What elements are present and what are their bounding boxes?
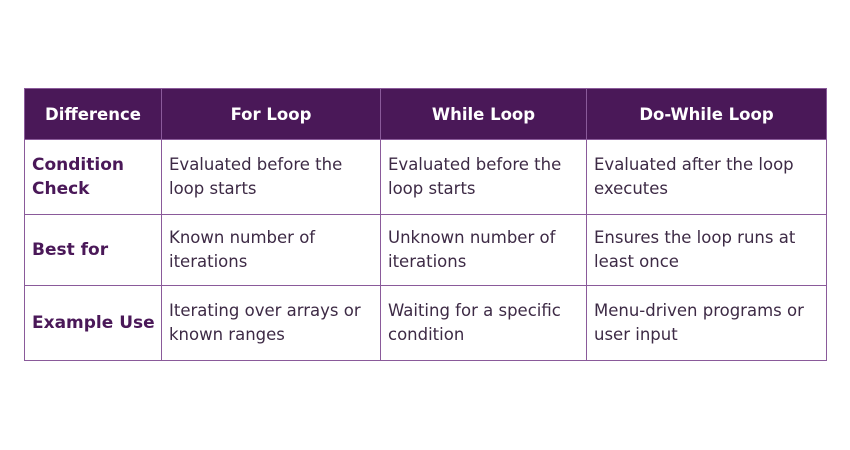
row-header: Example Use bbox=[24, 285, 162, 361]
table-row: Example Use Iterating over arrays or know… bbox=[24, 285, 827, 361]
cell: Known number of iterations bbox=[161, 214, 381, 286]
comparison-table: Difference For Loop While Loop Do-While Loo… bbox=[24, 88, 827, 361]
cell: Menu-driven programs or user input bbox=[586, 285, 827, 361]
cell: Evaluated before the loop starts bbox=[380, 139, 587, 215]
header-cell: For Loop bbox=[161, 88, 381, 140]
table-body: Condition Check Evaluated before the loop… bbox=[24, 139, 827, 361]
header-cell: While Loop bbox=[380, 88, 587, 140]
header-row: Difference For Loop While Loop Do-While Loo… bbox=[24, 88, 827, 140]
table-row: Best for Known number of iterations Unknow… bbox=[24, 214, 827, 286]
row-header: Condition Check bbox=[24, 139, 162, 215]
cell: Unknown number of iterations bbox=[380, 214, 587, 286]
table-row: Condition Check Evaluated before the loop… bbox=[24, 139, 827, 215]
cell: Evaluated after the loop executes bbox=[586, 139, 827, 215]
cell: Evaluated before the loop starts bbox=[161, 139, 381, 215]
header-cell: Difference bbox=[24, 88, 162, 140]
cell: Ensures the loop runs at least once bbox=[586, 214, 827, 286]
header-cell: Do-While Loop bbox=[586, 88, 827, 140]
cell: Waiting for a specific condition bbox=[380, 285, 587, 361]
row-header: Best for bbox=[24, 214, 162, 286]
cell: Iterating over arrays or known ranges bbox=[161, 285, 381, 361]
